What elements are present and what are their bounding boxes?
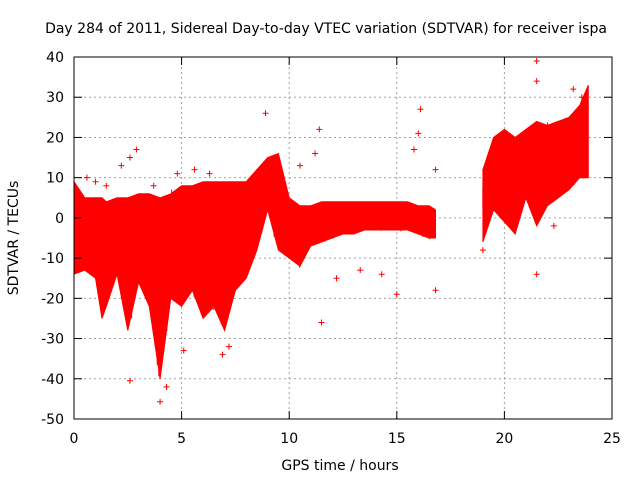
x-tick-label: 15 (388, 431, 406, 447)
y-tick-label: 20 (46, 130, 64, 146)
x-tick-label: 25 (603, 431, 621, 447)
data-point-marker (126, 154, 133, 161)
y-tick-label: 0 (55, 211, 64, 227)
data-series-sdtvar (73, 58, 589, 405)
data-point-marker (570, 86, 577, 93)
data-point-marker (103, 182, 110, 189)
y-tick-label: -50 (41, 412, 64, 428)
y-tick-label: 30 (46, 90, 64, 106)
data-point-marker (333, 275, 340, 282)
data-point-marker (533, 78, 540, 85)
axis-ticks (73, 56, 613, 420)
data-point-marker (150, 182, 157, 189)
data-point-marker (83, 174, 90, 181)
data-point-marker (432, 166, 439, 173)
data-point-marker (163, 383, 170, 390)
data-point-marker (225, 343, 232, 350)
x-tick-label: 20 (495, 431, 513, 447)
data-point-marker (411, 146, 418, 153)
data-point-marker (432, 287, 439, 294)
data-point-marker (318, 319, 325, 326)
data-point-marker (533, 271, 540, 278)
data-point-marker (415, 130, 422, 137)
data-point-marker (357, 267, 364, 274)
y-tick-label: -40 (41, 372, 64, 388)
data-point-marker (316, 126, 323, 133)
data-point-marker (180, 347, 187, 354)
data-point-marker (174, 170, 181, 177)
data-point-marker (133, 146, 140, 153)
chart-title: Day 284 of 2011, Sidereal Day-to-day VTE… (45, 21, 607, 37)
y-tick-label: 10 (46, 171, 64, 187)
x-axis-label: GPS time / hours (281, 458, 398, 474)
data-point-marker (271, 154, 278, 161)
data-point-marker (256, 182, 263, 189)
data-point-marker (126, 377, 133, 384)
data-point-marker (251, 178, 258, 185)
data-point-marker (296, 162, 303, 169)
data-point-marker (578, 94, 585, 101)
data-point-marker (262, 110, 269, 117)
y-tick-label: 40 (46, 50, 64, 66)
data-band-segment-1 (73, 152, 436, 379)
y-tick-label: -10 (41, 251, 64, 267)
data-point-marker (92, 178, 99, 185)
data-point-marker (393, 291, 400, 298)
data-point-marker (191, 166, 198, 173)
data-point-marker (312, 150, 319, 157)
data-point-marker (206, 170, 213, 177)
data-point-marker (550, 222, 557, 229)
data-point-marker (118, 162, 125, 169)
data-point-marker (157, 398, 164, 405)
data-point-marker (544, 122, 551, 129)
data-point-marker (514, 150, 521, 157)
y-tick-label: -20 (41, 291, 64, 307)
plot-frame (73, 56, 613, 420)
x-tick-labels: 0 5 10 15 20 25 (70, 431, 621, 447)
y-axis-label: SDTVAR / TECUs (6, 181, 22, 296)
data-point-marker (533, 58, 540, 65)
x-tick-label: 0 (70, 431, 79, 447)
y-tick-labels: -50 -40 -30 -20 -10 0 10 20 30 40 (41, 50, 64, 428)
data-point-marker (219, 351, 226, 358)
x-tick-label: 10 (280, 431, 298, 447)
data-point-marker (479, 247, 486, 254)
data-point-marker (417, 106, 424, 113)
x-tick-label: 5 (177, 431, 186, 447)
data-point-marker (378, 271, 385, 278)
y-tick-label: -30 (41, 332, 64, 348)
